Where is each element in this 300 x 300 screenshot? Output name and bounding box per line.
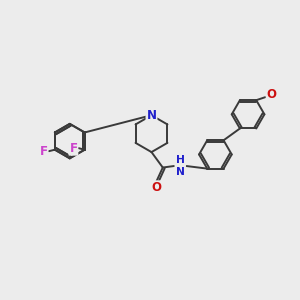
Text: O: O: [267, 88, 277, 101]
Text: F: F: [40, 145, 47, 158]
Text: F: F: [69, 142, 77, 155]
Text: H
N: H N: [176, 155, 185, 177]
Text: N: N: [146, 109, 157, 122]
Text: O: O: [151, 181, 161, 194]
